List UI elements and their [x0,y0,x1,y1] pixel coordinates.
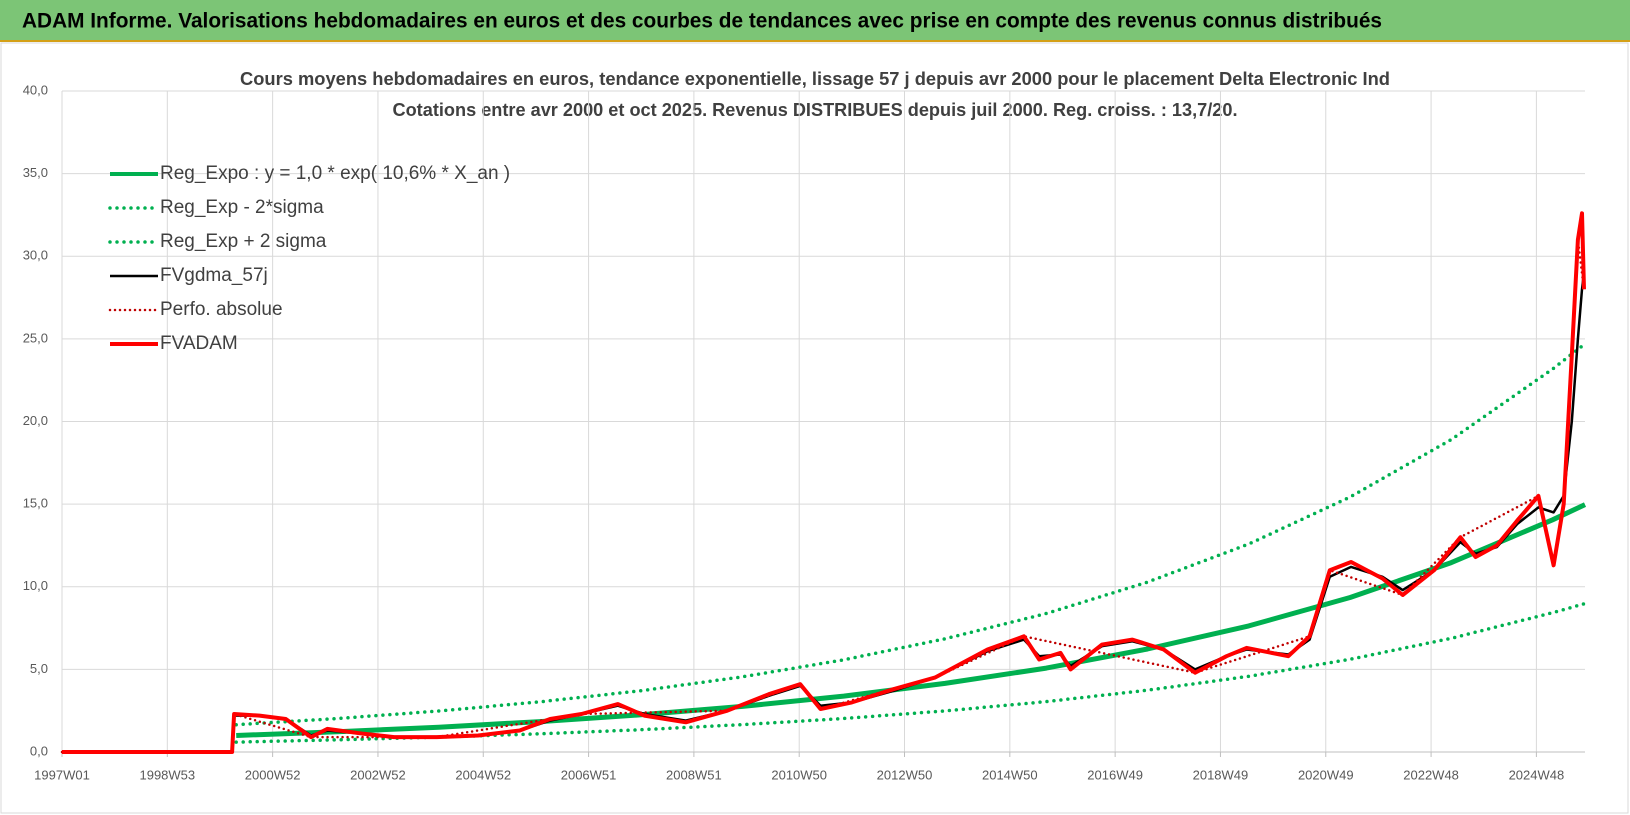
y-tick-label: 10,0 [23,578,48,593]
y-tick-label: 25,0 [23,330,48,345]
x-tick-label: 2008W51 [666,767,722,782]
x-tick-label: 2014W50 [982,767,1038,782]
series-line [62,211,1586,754]
x-tick-label: 2006W51 [561,767,617,782]
legend-label: Reg_Exp + 2 sigma [160,231,327,252]
y-tick-label: 0,0 [30,743,48,758]
header-bar [0,0,1630,40]
x-tick-label: 2004W52 [455,767,511,782]
x-tick-label: 2020W49 [1298,767,1354,782]
x-tick-label: 1997W01 [34,767,90,782]
y-tick-label: 30,0 [23,248,48,263]
x-tick-label: 2024W48 [1509,767,1565,782]
series-line [234,601,1587,744]
x-tick-label: 2018W49 [1193,767,1249,782]
chart-subtitle: Cotations entre avr 2000 et oct 2025. Re… [393,100,1238,120]
y-tick-label: 5,0 [30,661,48,676]
x-tick-label: 2022W48 [1403,767,1459,782]
series-line [236,502,1587,738]
x-tick-label: 2000W52 [245,767,301,782]
legend-label: FVgdma_57j [160,265,268,286]
chart-border [0,42,1629,814]
y-tick-label: 40,0 [23,82,48,97]
page-title: ADAM Informe. Valorisations hebdomadaire… [22,10,1382,33]
x-tick-label: 1998W53 [139,767,195,782]
y-tick-label: 15,0 [23,496,48,511]
legend-label: Reg_Exp - 2*sigma [160,197,324,218]
chart-title: Cours moyens hebdomadaires en euros, ten… [240,69,1390,89]
x-tick-label: 2002W52 [350,767,406,782]
legend-label: Perfo. absolue [160,299,283,320]
legend-label: FVADAM [160,333,238,354]
series-line [62,272,1586,754]
y-tick-label: 20,0 [23,413,48,428]
legend-label: Reg_Expo : y = 1,0 * exp( 10,6% * X_an ) [160,163,510,184]
x-tick-label: 2016W49 [1087,767,1143,782]
series-line [60,239,1586,754]
series-line [234,342,1587,727]
x-tick-label: 2012W50 [877,767,933,782]
y-tick-label: 35,0 [23,165,48,180]
x-tick-label: 2010W50 [771,767,827,782]
header-border [0,40,1630,42]
